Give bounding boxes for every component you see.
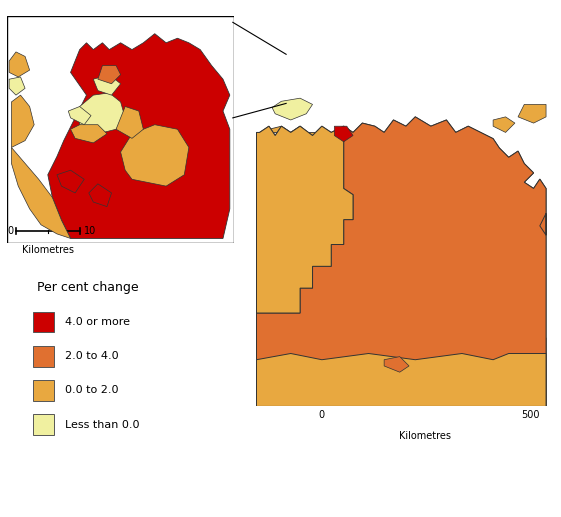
Text: 0.0 to 2.0: 0.0 to 2.0 xyxy=(65,386,118,396)
Polygon shape xyxy=(48,34,230,238)
Text: 500: 500 xyxy=(521,410,540,420)
Polygon shape xyxy=(71,125,107,143)
Bar xyxy=(33,380,54,401)
Text: Per cent change: Per cent change xyxy=(37,281,139,294)
Polygon shape xyxy=(256,117,546,406)
Polygon shape xyxy=(9,77,25,95)
Text: 10: 10 xyxy=(84,226,96,236)
Polygon shape xyxy=(57,170,84,193)
Polygon shape xyxy=(89,184,112,207)
Polygon shape xyxy=(518,104,546,123)
Polygon shape xyxy=(493,117,515,132)
Text: Kilometres: Kilometres xyxy=(399,431,450,442)
Polygon shape xyxy=(272,98,312,120)
Polygon shape xyxy=(80,93,125,134)
Polygon shape xyxy=(93,74,121,95)
Polygon shape xyxy=(121,125,189,186)
Polygon shape xyxy=(334,126,353,142)
Polygon shape xyxy=(9,52,30,77)
Polygon shape xyxy=(11,147,71,238)
Polygon shape xyxy=(11,95,34,147)
Text: 0: 0 xyxy=(8,226,13,236)
Polygon shape xyxy=(256,117,546,406)
Polygon shape xyxy=(256,354,546,406)
Polygon shape xyxy=(68,107,91,125)
Polygon shape xyxy=(256,338,546,406)
Polygon shape xyxy=(256,126,338,344)
Polygon shape xyxy=(256,126,353,406)
Text: Less than 0.0: Less than 0.0 xyxy=(65,420,139,430)
Bar xyxy=(33,414,54,435)
Text: 2.0 to 4.0: 2.0 to 4.0 xyxy=(65,352,118,361)
Text: 0: 0 xyxy=(319,410,325,420)
Polygon shape xyxy=(384,357,409,372)
Bar xyxy=(33,346,54,367)
Polygon shape xyxy=(98,66,121,84)
Bar xyxy=(33,312,54,332)
Text: 4.0 or more: 4.0 or more xyxy=(65,317,130,327)
Text: Kilometres: Kilometres xyxy=(22,245,74,255)
Polygon shape xyxy=(116,107,144,139)
